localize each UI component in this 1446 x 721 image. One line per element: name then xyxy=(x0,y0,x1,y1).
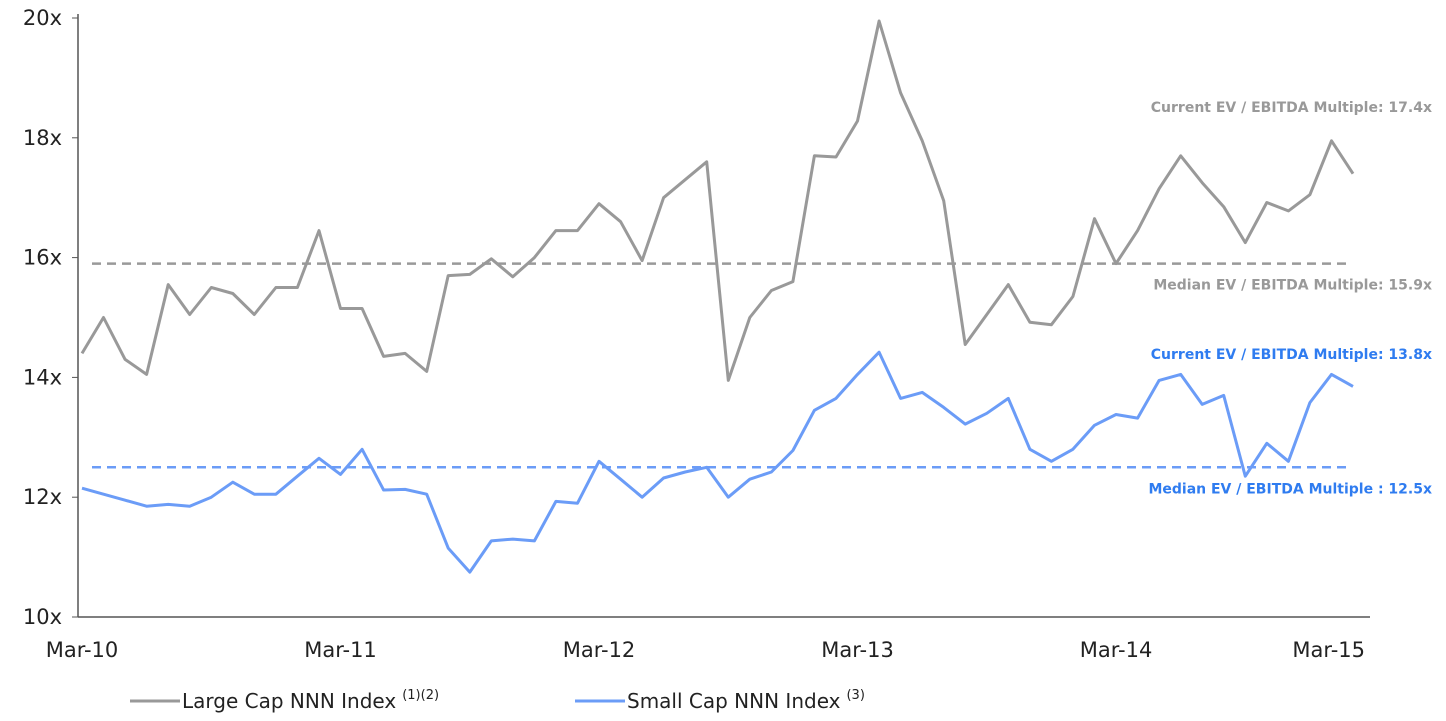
x-tick-label: Mar-12 xyxy=(563,638,636,662)
y-tick-label: 10x xyxy=(23,605,62,629)
y-tick-label: 20x xyxy=(23,6,62,30)
x-tick-label: Mar-14 xyxy=(1080,638,1153,662)
current-label: Current EV / EBITDA Multiple: 13.8x xyxy=(1151,347,1432,363)
median-label: Median EV / EBITDA Multiple : 12.5x xyxy=(1148,481,1432,497)
legend-label: Small Cap NNN Index xyxy=(627,689,841,713)
legend-label: Large Cap NNN Index xyxy=(182,689,396,713)
x-tick-label: Mar-10 xyxy=(46,638,119,662)
legend-footnote: (3) xyxy=(846,688,864,703)
y-tick-label: 18x xyxy=(23,126,62,150)
y-tick-label: 14x xyxy=(23,365,62,389)
current-label: Current EV / EBITDA Multiple: 17.4x xyxy=(1151,100,1432,116)
y-tick-label: 16x xyxy=(23,246,62,270)
legend-footnote: (1)(2) xyxy=(402,688,439,703)
y-tick-label: 12x xyxy=(23,485,62,509)
series-line xyxy=(80,19,1355,382)
x-tick-label: Mar-11 xyxy=(304,638,377,662)
x-tick-label: Mar-13 xyxy=(821,638,894,662)
median-label: Median EV / EBITDA Multiple: 15.9x xyxy=(1153,278,1432,294)
series-line xyxy=(81,350,1354,574)
x-tick-label: Mar-15 xyxy=(1292,638,1365,662)
